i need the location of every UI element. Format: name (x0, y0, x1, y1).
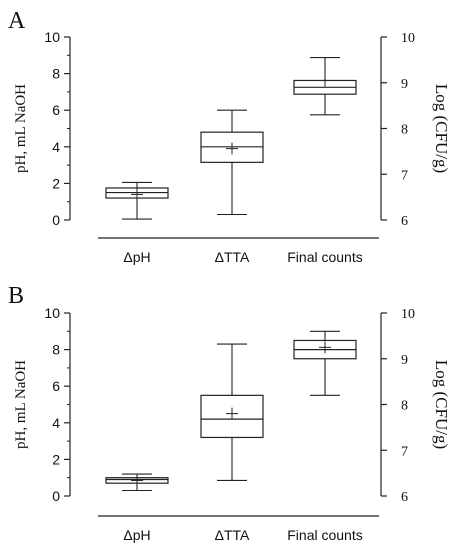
panel-label: B (8, 283, 24, 309)
right-tick-label: 6 (401, 214, 408, 229)
left-tick-label: 8 (52, 342, 60, 358)
right-tick-label: 9 (401, 77, 408, 92)
category-label: Final counts (287, 249, 362, 265)
left-tick-label: 4 (52, 415, 60, 431)
left-tick-label: 0 (52, 212, 60, 228)
left-tick-label: 4 (52, 139, 60, 155)
category-label: Final counts (287, 527, 362, 543)
right-tick-label: 8 (401, 123, 408, 138)
right-tick-label: 10 (401, 307, 415, 322)
category-label: ΔpH (123, 249, 150, 265)
right-tick-label: 8 (401, 399, 408, 414)
panel-A: A 0 2 4 6 8 10 6 7 8 9 10 pH, mL NaOH Log (CFU/g) ΔpH Δ… (8, 8, 451, 265)
right-tick-label: 9 (401, 353, 408, 368)
right-tick-label: 7 (401, 168, 408, 183)
left-tick-label: 2 (52, 175, 60, 191)
box-final-counts (293, 330, 357, 396)
right-tick-label: 10 (401, 31, 415, 46)
right-y-axis-label: Log (CFU/g) (432, 84, 451, 173)
right-y-axis-label: Log (CFU/g) (432, 360, 451, 449)
category-label: ΔTTA (215, 527, 250, 543)
left-tick-label: 0 (52, 488, 60, 504)
left-tick-label: 2 (52, 451, 60, 467)
category-label: ΔTTA (215, 249, 250, 265)
left-tick-label: 8 (52, 66, 60, 82)
left-y-axis-label: pH, mL NaOH (13, 84, 29, 173)
left-tick-label: 10 (44, 305, 60, 321)
right-tick-label: 7 (401, 444, 408, 459)
right-tick-label: 6 (401, 490, 408, 505)
left-tick-label: 10 (44, 29, 60, 45)
left-tick-label: 6 (52, 378, 60, 394)
panel-label: A (8, 8, 26, 34)
box-δtta (200, 109, 264, 216)
left-y-axis-label: pH, mL NaOH (13, 360, 29, 449)
left-tick-label: 6 (52, 102, 60, 118)
box-δtta (200, 343, 264, 481)
box-δph (105, 181, 169, 220)
category-label: ΔpH (123, 527, 150, 543)
box-δph (105, 473, 169, 492)
box-final-counts (293, 57, 357, 116)
panel-B: B 0 2 4 6 8 10 6 7 8 9 10 pH, mL NaOH Log (CFU/g) ΔpH Δ… (8, 283, 451, 543)
